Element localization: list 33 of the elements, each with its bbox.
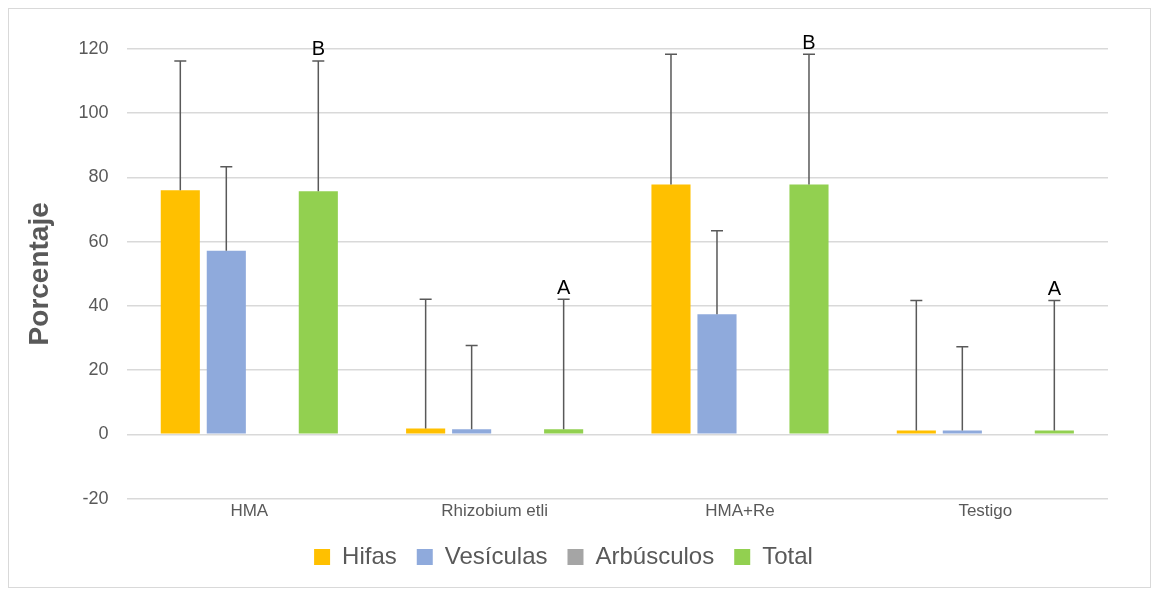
y-tick-label: -20 [82,487,109,508]
annotation: A [1047,276,1062,299]
bar [206,250,246,434]
legend-label: Arbúsculos [595,541,715,569]
annotation: B [802,30,816,53]
y-tick-label: 100 [78,102,109,123]
y-tick-label: 20 [88,359,109,380]
y-tick-label: 40 [88,294,109,315]
annotation: B [311,37,325,60]
x-tick-label: HMA+Re [705,501,775,521]
bar [160,190,200,434]
bar [406,428,446,434]
bar [1034,430,1074,434]
y-tick-label: 120 [78,37,109,58]
bar [942,430,982,434]
x-tick-label: Testigo [958,501,1013,521]
legend-label: Total [762,541,813,569]
x-tick-label: Rhizobium etli [441,501,549,521]
bar [697,314,737,434]
bar [544,429,584,434]
y-axis-title: Porcentaje [22,202,54,346]
y-tick-label: 60 [88,230,109,251]
annotation: A [556,275,571,298]
bar [896,430,936,434]
legend-label: Vesículas [444,541,548,569]
y-tick-label: 80 [88,166,109,187]
y-tick-label: 0 [98,423,109,444]
bar [789,184,829,434]
bar [651,184,691,434]
legend-label: Hifas [342,541,397,569]
bar [452,429,492,434]
bar [298,191,338,434]
x-tick-label: HMA [230,501,269,521]
